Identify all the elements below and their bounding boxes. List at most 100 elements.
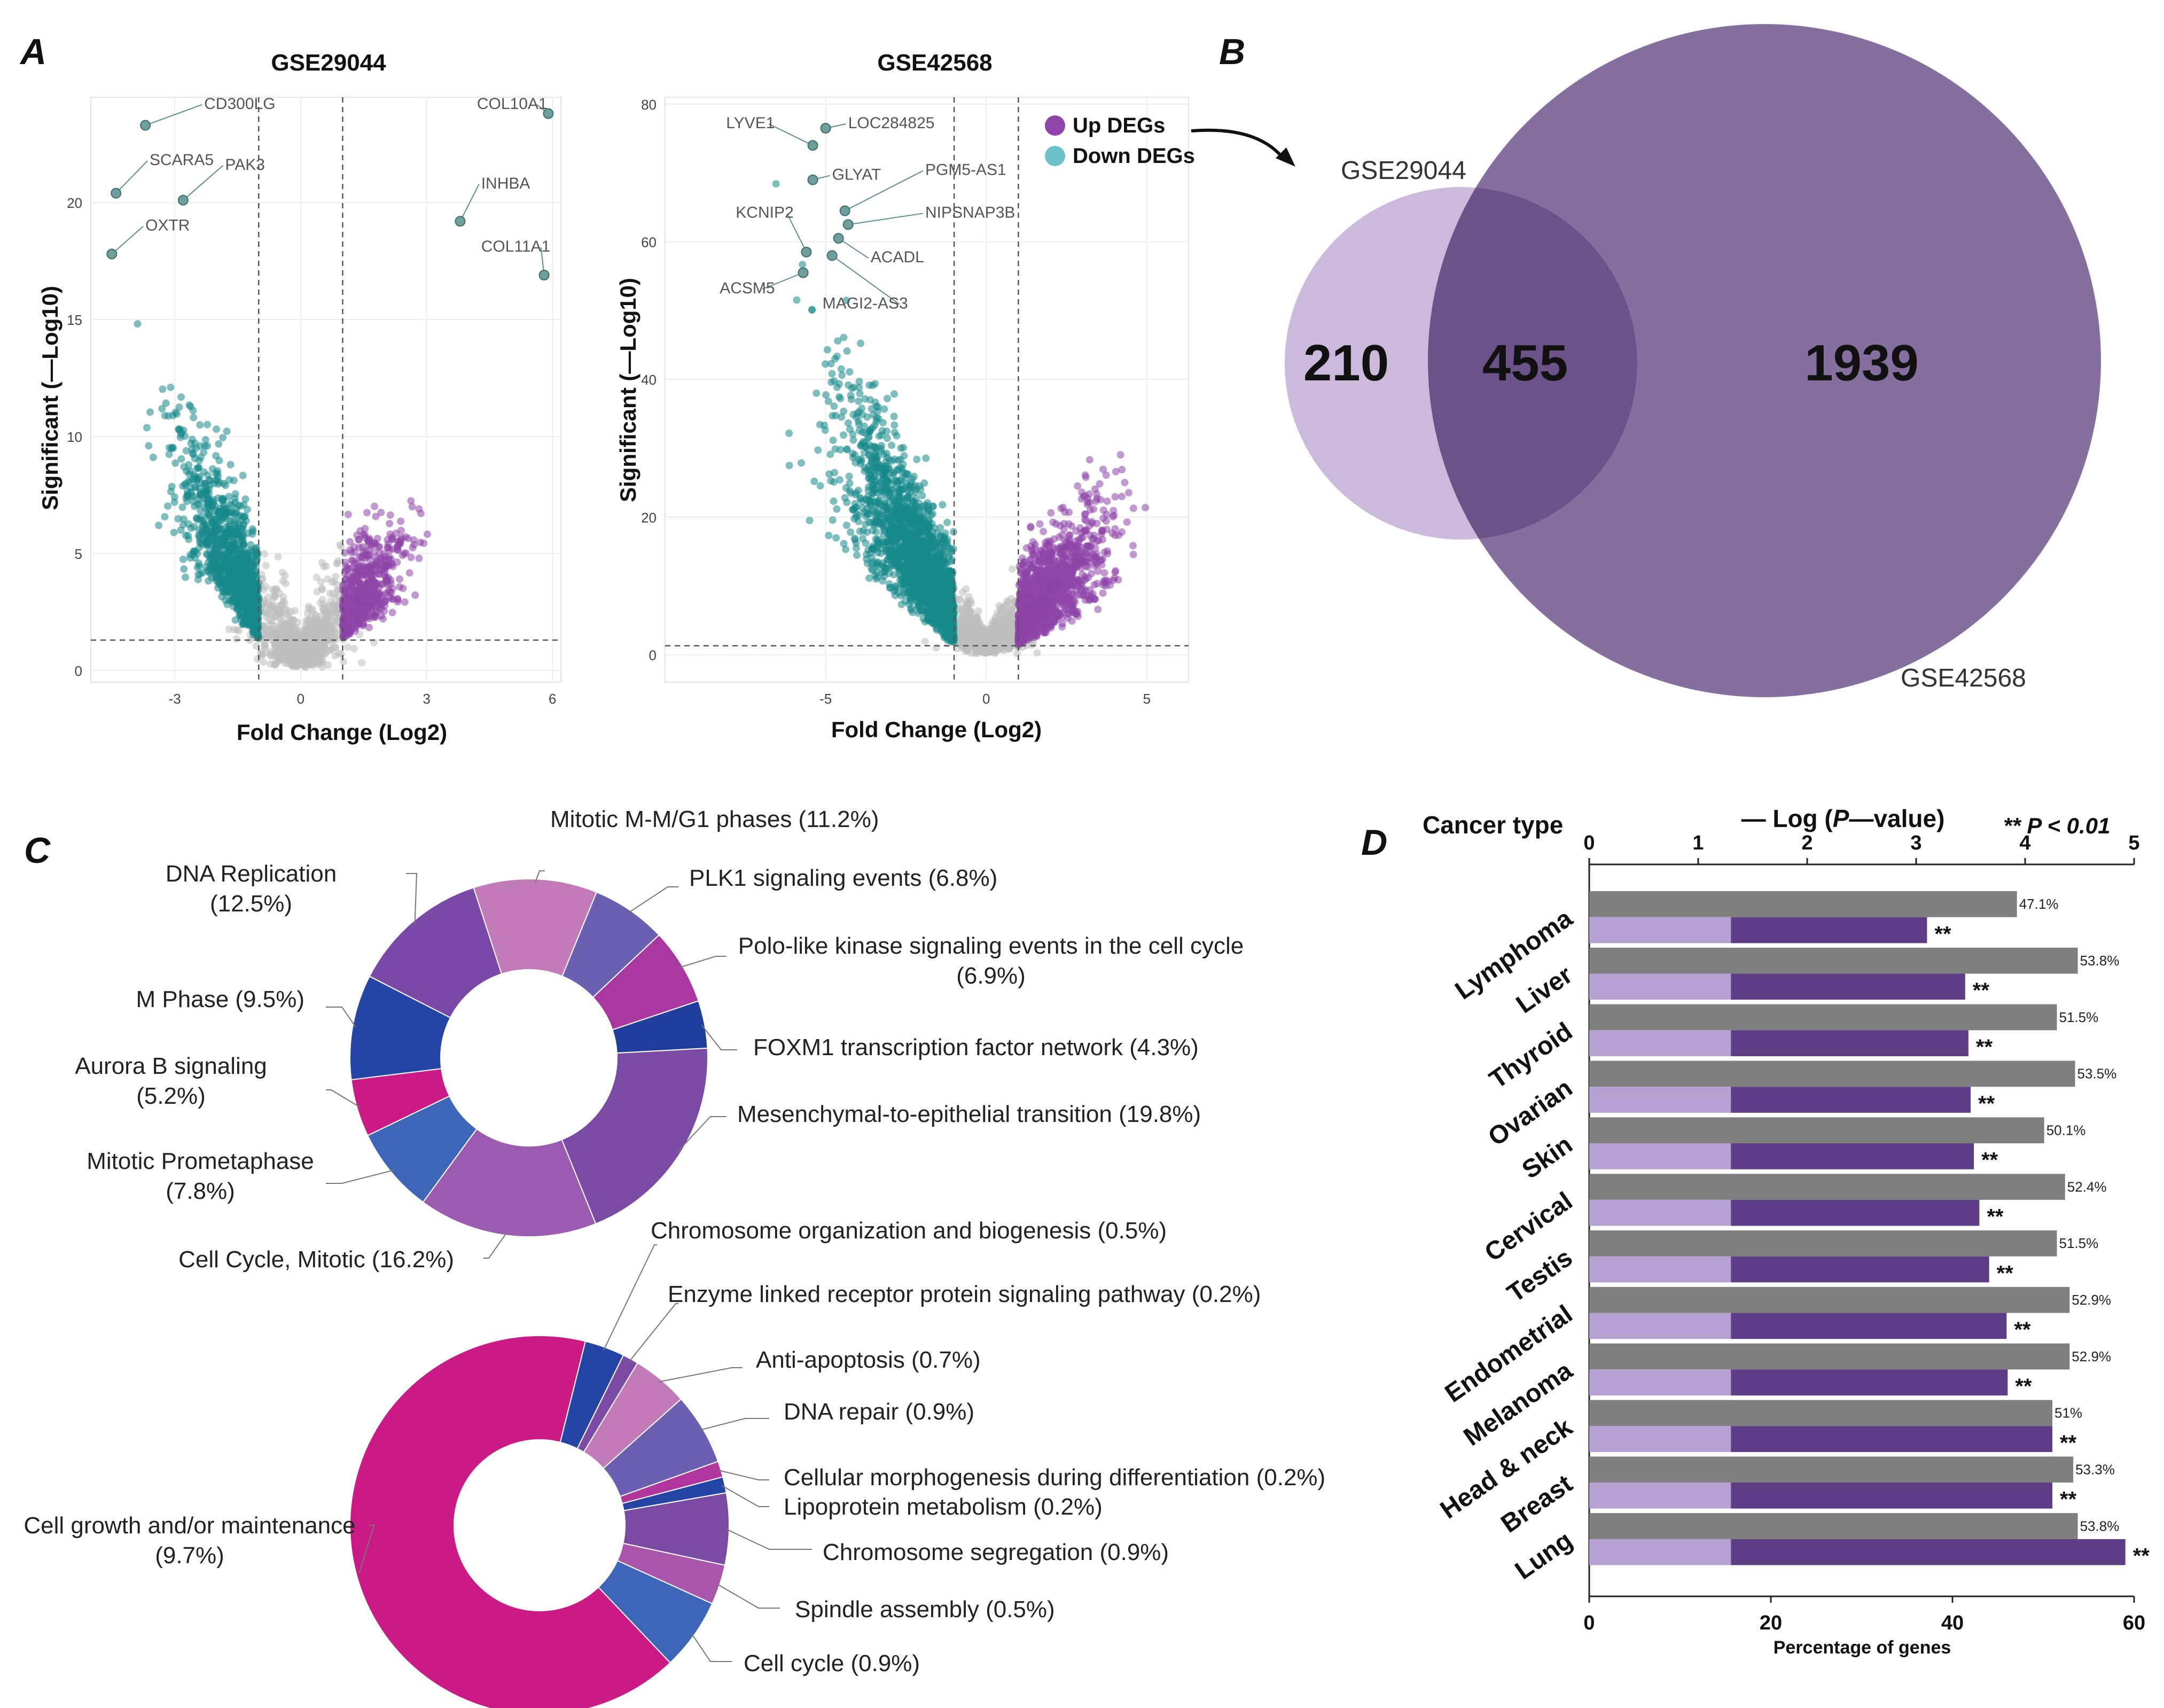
gene-point (372, 553, 380, 561)
gene-point (371, 567, 379, 575)
gene-point (389, 595, 397, 603)
gene-point (410, 536, 418, 544)
gene-point (218, 579, 226, 587)
gene-point (968, 628, 976, 636)
gene-point (248, 557, 256, 565)
gene-point (196, 570, 204, 578)
gene-point (196, 457, 204, 465)
gene-point (228, 508, 236, 516)
gene-point (351, 614, 359, 622)
gene-point (772, 180, 780, 188)
gene-point (279, 577, 287, 585)
gene-point (271, 591, 279, 599)
gene-point (285, 653, 293, 661)
gene-point (336, 541, 344, 549)
gene-label: COL11A1 (481, 238, 551, 255)
gene-point (814, 446, 822, 454)
gene-point (365, 535, 373, 543)
gene-point (177, 393, 185, 401)
gene-point (313, 653, 321, 661)
x-tick-label: 6 (549, 691, 556, 707)
gene-point (399, 584, 407, 592)
gene-point (285, 621, 293, 629)
gene-point (350, 645, 358, 653)
gene-point (170, 493, 178, 501)
gene-label: SCARA5 (150, 151, 214, 169)
gene-point (1033, 649, 1041, 657)
gene-point (294, 618, 302, 626)
panel-label-c: C (24, 830, 51, 871)
gene-point (189, 450, 197, 458)
gene-point (201, 504, 209, 512)
gene-point (176, 425, 184, 433)
gene-point (959, 625, 967, 633)
gene-point (311, 615, 319, 623)
gene-point (275, 635, 283, 643)
gene-point (267, 610, 275, 618)
gene-point (307, 661, 315, 669)
volcano-1-title: GSE29044 (271, 50, 386, 76)
gene-point (219, 434, 227, 442)
gene-point (967, 640, 975, 648)
gene-point (816, 482, 824, 490)
gene-point (261, 642, 269, 650)
gene-point (180, 565, 188, 573)
gene-point (253, 551, 261, 558)
gene-point (210, 525, 218, 533)
gene-point (214, 470, 222, 478)
gene-point (352, 600, 360, 608)
gene-point (189, 407, 197, 415)
gene-point (340, 588, 348, 596)
gene-point (922, 454, 930, 462)
gene-point (327, 597, 334, 605)
gene-point (324, 575, 332, 583)
gene-point (173, 410, 181, 418)
gene-point (785, 462, 793, 470)
gene-point (143, 424, 151, 432)
gene-point (276, 656, 284, 664)
gene-point (191, 473, 199, 481)
y-tick-label: 5 (75, 546, 82, 562)
gene-point (821, 426, 829, 434)
gene-point (322, 562, 330, 570)
gene-point (855, 518, 863, 526)
gene-point (224, 545, 232, 553)
gene-point (235, 512, 243, 520)
gene-point (189, 492, 197, 500)
gene-point (238, 525, 246, 533)
gene-point (194, 532, 202, 540)
gene-point (384, 573, 392, 581)
gene-label: CD300LG (204, 95, 275, 113)
panel-label-b: B (1219, 32, 1245, 72)
gene-point (345, 564, 353, 572)
gene-point (843, 347, 851, 355)
gene-point (364, 581, 372, 589)
gene-point (170, 528, 178, 536)
gene-point (230, 477, 238, 485)
gene-point (857, 339, 865, 347)
gene-point (170, 498, 178, 506)
panel-label-d: D (1361, 822, 1387, 863)
gene-point (917, 485, 925, 493)
gene-point (209, 498, 217, 506)
gene-point (977, 630, 985, 638)
gene-point (262, 582, 270, 590)
gene-point (184, 532, 192, 540)
gene-point (420, 539, 428, 547)
gene-point (287, 642, 294, 650)
gene-point (888, 457, 896, 465)
gene-point (846, 368, 854, 376)
gene-point (193, 514, 201, 522)
gene-point (267, 651, 274, 659)
gene-point (381, 597, 389, 605)
gene-point (232, 635, 240, 643)
gene-point (211, 477, 219, 485)
gene-point (261, 550, 269, 558)
gene-point (833, 353, 841, 360)
gene-point (340, 658, 347, 666)
gene-point (890, 421, 899, 429)
gene-point (218, 564, 226, 572)
highlighted-gene-point (111, 188, 122, 199)
